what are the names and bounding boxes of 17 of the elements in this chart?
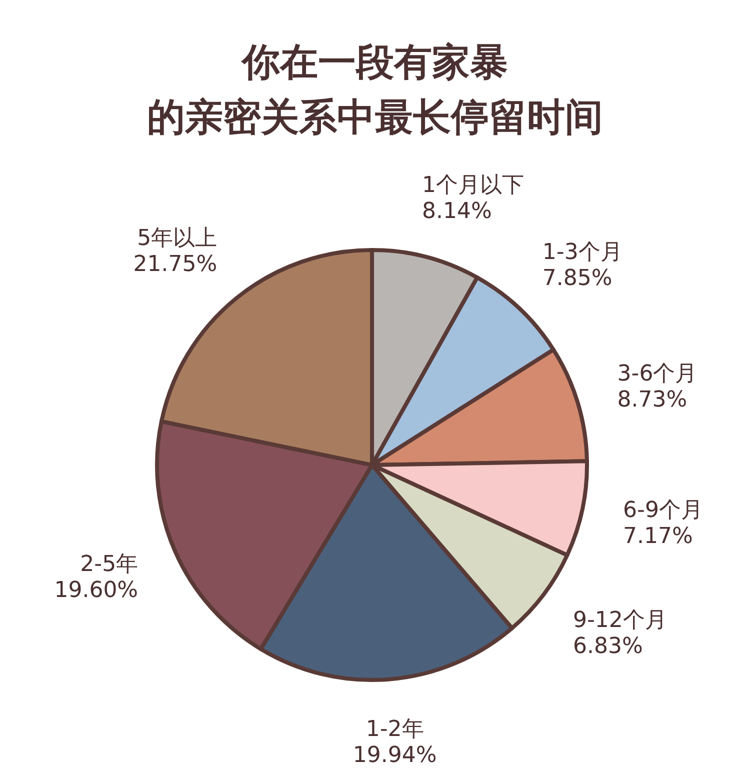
data-label: 8.14%: [422, 199, 492, 224]
data-label: 21.75%: [133, 252, 218, 278]
data-label: 7.85%: [542, 266, 612, 291]
data-label: 6.83%: [572, 634, 643, 660]
slice-label: 3-6个月: [617, 361, 698, 386]
slice-label: 6-9个月: [623, 498, 703, 524]
slice-label: 1个月以下: [422, 173, 524, 198]
chart-title: 你在一段有家暴的亲密关系中最长停留时间: [147, 40, 603, 139]
data-label: 7.17%: [623, 524, 693, 550]
slice-label: 5年以上: [137, 226, 218, 252]
data-label: 19.94%: [352, 743, 437, 768]
slice-label: 1-3个月: [542, 240, 622, 265]
slice-label: 9-12个月: [572, 608, 667, 634]
data-label: 19.60%: [54, 578, 138, 603]
slice-label: 1-2年: [366, 717, 424, 742]
data-label: 8.73%: [617, 387, 688, 412]
slice-label: 2-5年: [80, 552, 138, 577]
